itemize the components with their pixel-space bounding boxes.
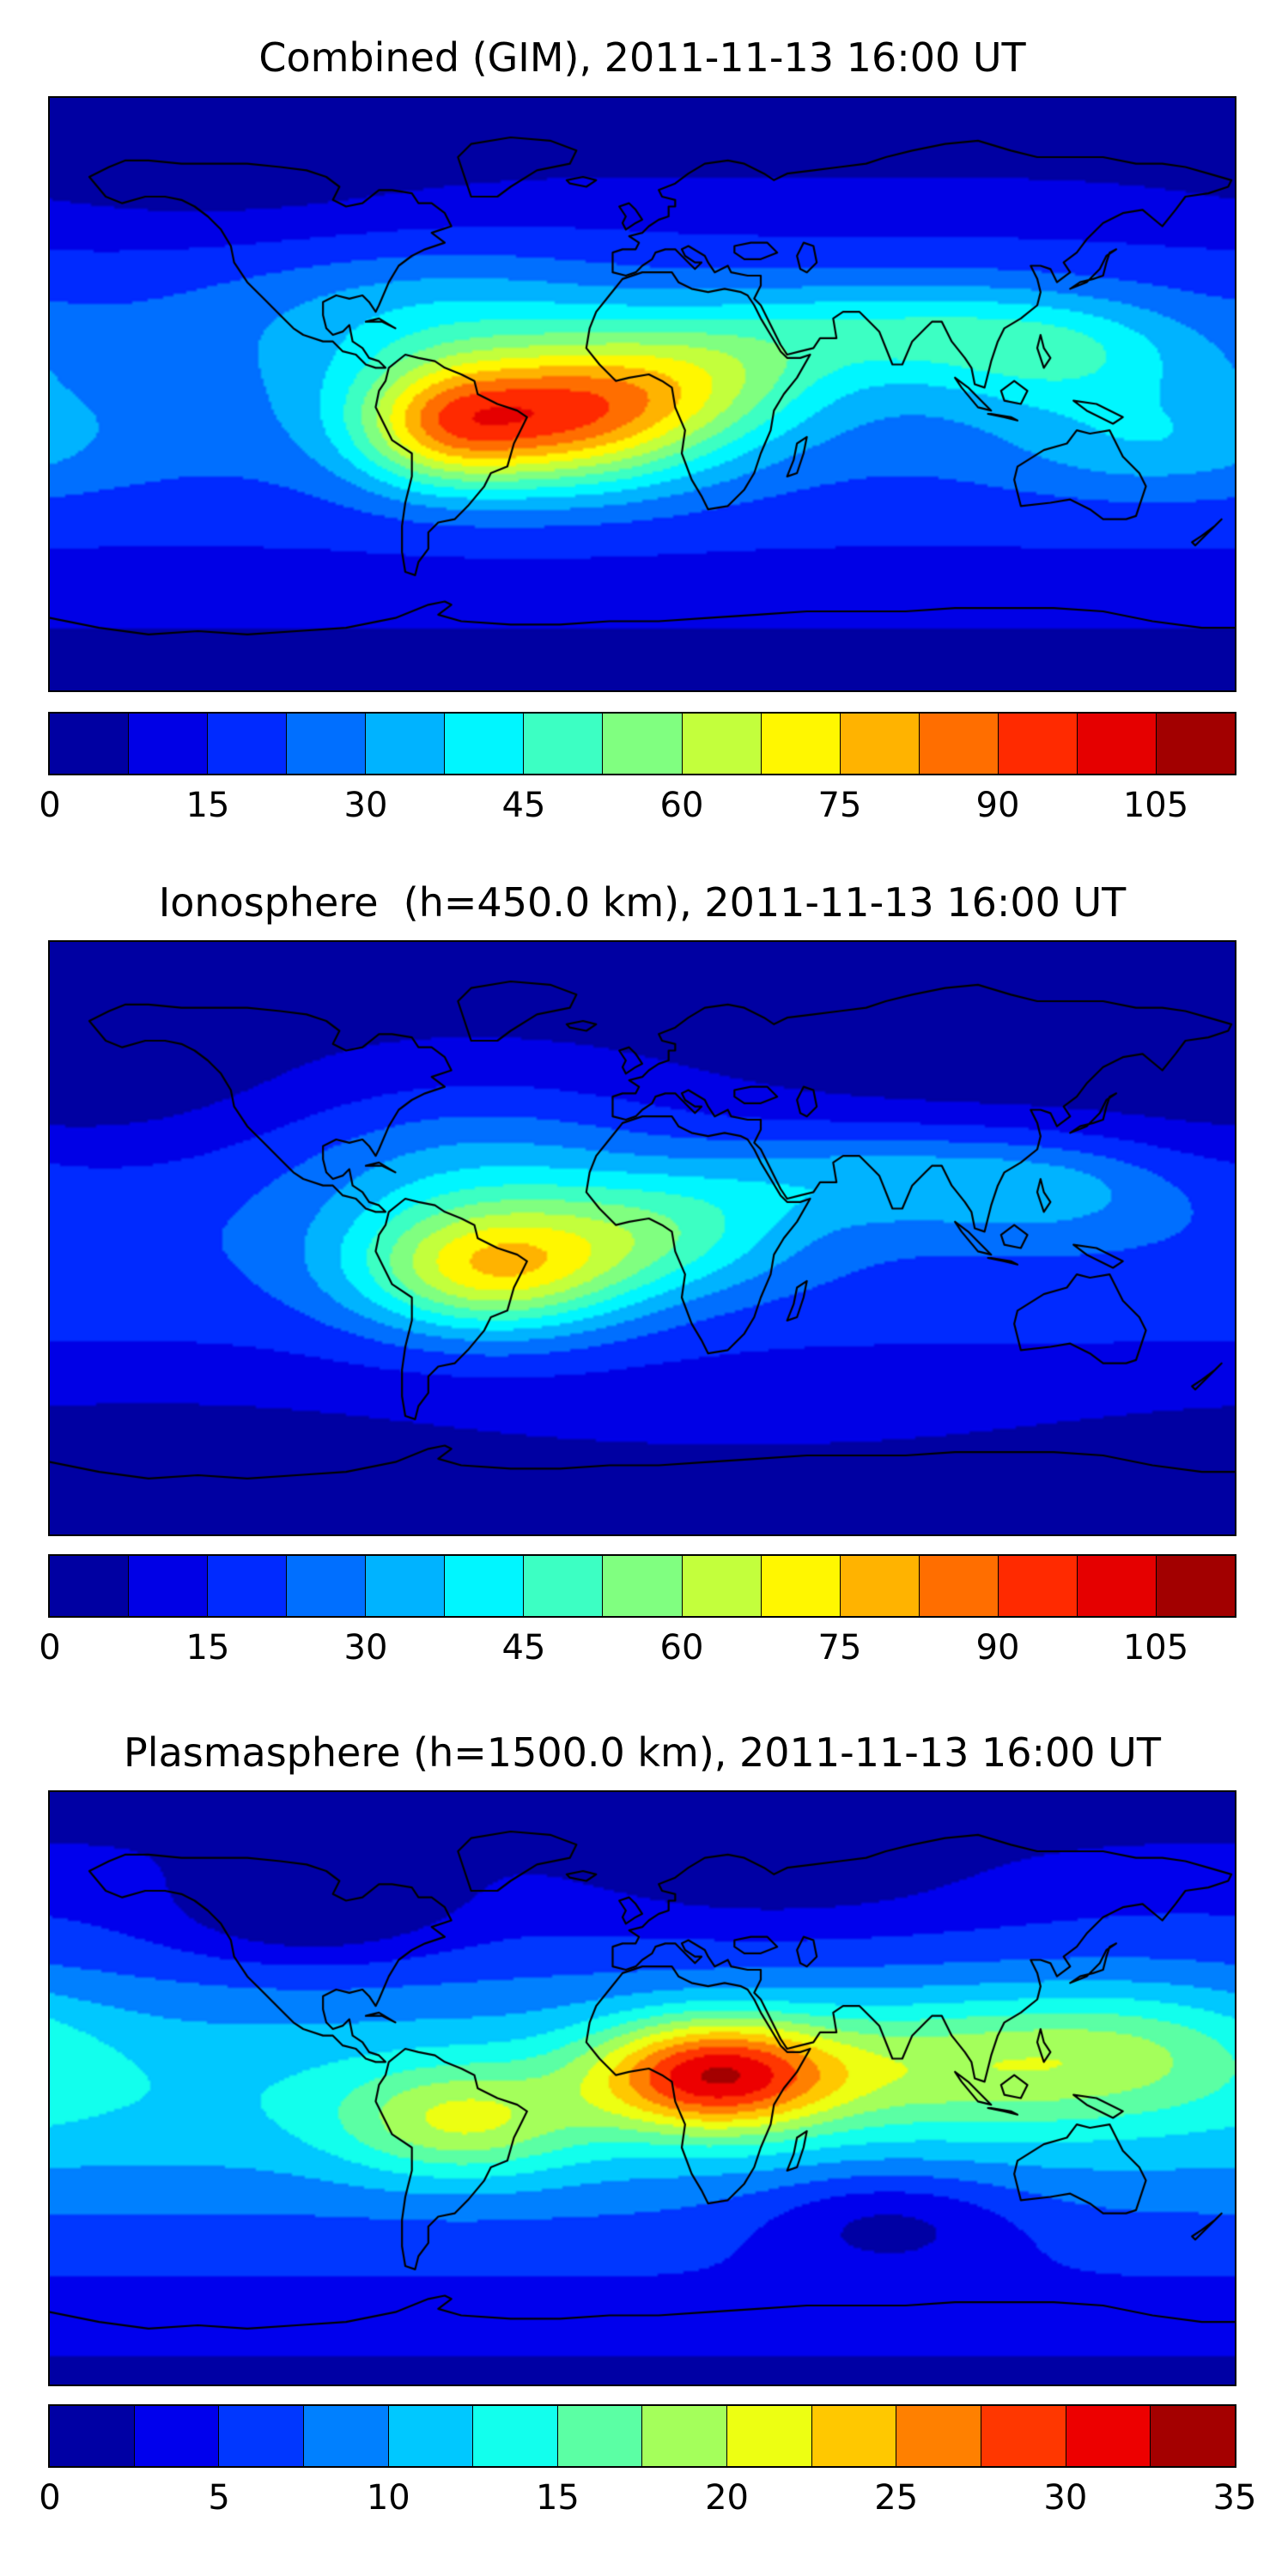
colorbar-tick-label: 0	[39, 1628, 61, 1668]
colorbar-segment	[981, 2406, 1066, 2466]
colorbar-segment	[919, 1556, 999, 1616]
colorbar-tick-label: 30	[343, 786, 388, 825]
colorbar-segment	[287, 1556, 367, 1616]
colorbar-segment	[1077, 1556, 1157, 1616]
colorbar-tick-label: 60	[659, 786, 704, 825]
map-plasmasphere	[48, 1790, 1236, 2386]
colorbar-tick-label: 15	[185, 1628, 230, 1668]
colorbar-segment	[682, 1556, 762, 1616]
colorbar-segment	[811, 2406, 897, 2466]
colorbar-ticks-ionosphere: 0 15 30 45 60 75 90 105	[39, 1628, 1235, 1672]
colorbar-segment	[1077, 714, 1157, 774]
colorbar-tick-label: 30	[343, 1628, 388, 1668]
colorbar-segment	[287, 714, 367, 774]
colorbar-segment	[603, 714, 683, 774]
map-canvas-ionosphere	[50, 942, 1235, 1534]
map-canvas-plasmasphere	[50, 1792, 1235, 2385]
colorbar-segment	[219, 2406, 304, 2466]
colorbar-segment	[524, 1556, 604, 1616]
colorbar-segment	[445, 1556, 525, 1616]
colorbar-segment	[473, 2406, 558, 2466]
colorbar-tick-label: 0	[39, 2478, 61, 2518]
colorbar-tick-label: 15	[185, 786, 230, 825]
colorbar-segment	[50, 714, 130, 774]
colorbar-segment	[998, 1556, 1078, 1616]
colorbar-segment	[1066, 2406, 1151, 2466]
colorbar-tick-label: 75	[817, 786, 862, 825]
colorbar-tick-label: 20	[705, 2478, 750, 2518]
map-ionosphere	[48, 940, 1236, 1536]
colorbar-tick-label: 45	[501, 786, 546, 825]
colorbar-segment	[1151, 2406, 1235, 2466]
colorbar-tick-label: 45	[501, 1628, 546, 1668]
panel-title-combined: Combined (GIM), 2011-11-13 16:00 UT	[258, 34, 1026, 81]
colorbar-segment	[129, 1556, 209, 1616]
colorbar-segment	[642, 2406, 728, 2466]
panel-title-plasmasphere: Plasmasphere (h=1500.0 km), 2011-11-13 1…	[124, 1729, 1161, 1776]
colorbar-tick-label: 60	[659, 1628, 704, 1668]
colorbar-segment	[761, 1556, 841, 1616]
colorbar-segment	[366, 1556, 446, 1616]
colorbar-segment	[134, 2406, 220, 2466]
colorbar-tick-label: 15	[535, 2478, 580, 2518]
panel-title-ionosphere: Ionosphere (h=450.0 km), 2011-11-13 16:0…	[158, 879, 1127, 926]
colorbar-ticks-plasmasphere: 0 5 10 15 20 25 30 35	[39, 2478, 1256, 2522]
colorbar-tick-label: 10	[366, 2478, 410, 2518]
colorbar-tick-label: 90	[975, 786, 1020, 825]
colorbar-segment	[896, 2406, 982, 2466]
colorbar-segment	[303, 2406, 389, 2466]
colorbar-ionosphere	[48, 1554, 1236, 1618]
colorbar-segment	[919, 714, 999, 774]
colorbar-segment	[1156, 714, 1235, 774]
colorbar-segment	[366, 714, 446, 774]
map-combined	[48, 96, 1236, 692]
colorbar-segment	[727, 2406, 812, 2466]
colorbar-tick-label: 105	[1122, 786, 1189, 825]
colorbar-segment	[129, 714, 209, 774]
colorbar-tick-label: 90	[975, 1628, 1020, 1668]
colorbar-segment	[388, 2406, 474, 2466]
colorbar-plasmasphere	[48, 2404, 1236, 2468]
colorbar-ticks-combined: 0 15 30 45 60 75 90 105	[39, 786, 1235, 829]
colorbar-segment	[50, 1556, 130, 1616]
colorbar-combined	[48, 712, 1236, 775]
colorbar-segment	[208, 714, 288, 774]
colorbar-segment	[1156, 1556, 1235, 1616]
colorbar-segment	[682, 714, 762, 774]
colorbar-tick-label: 0	[39, 786, 61, 825]
colorbar-segment	[840, 1556, 920, 1616]
colorbar-segment	[761, 714, 841, 774]
colorbar-tick-label: 105	[1122, 1628, 1189, 1668]
map-canvas-combined	[50, 98, 1235, 690]
colorbar-tick-label: 30	[1043, 2478, 1088, 2518]
colorbar-segment	[50, 2406, 135, 2466]
colorbar-segment	[524, 714, 604, 774]
colorbar-segment	[557, 2406, 643, 2466]
colorbar-tick-label: 25	[874, 2478, 919, 2518]
colorbar-segment	[208, 1556, 288, 1616]
colorbar-segment	[840, 714, 920, 774]
colorbar-segment	[603, 1556, 683, 1616]
colorbar-segment	[445, 714, 525, 774]
colorbar-tick-label: 5	[208, 2478, 230, 2518]
colorbar-segment	[998, 714, 1078, 774]
colorbar-tick-label: 35	[1212, 2478, 1257, 2518]
colorbar-tick-label: 75	[817, 1628, 862, 1668]
